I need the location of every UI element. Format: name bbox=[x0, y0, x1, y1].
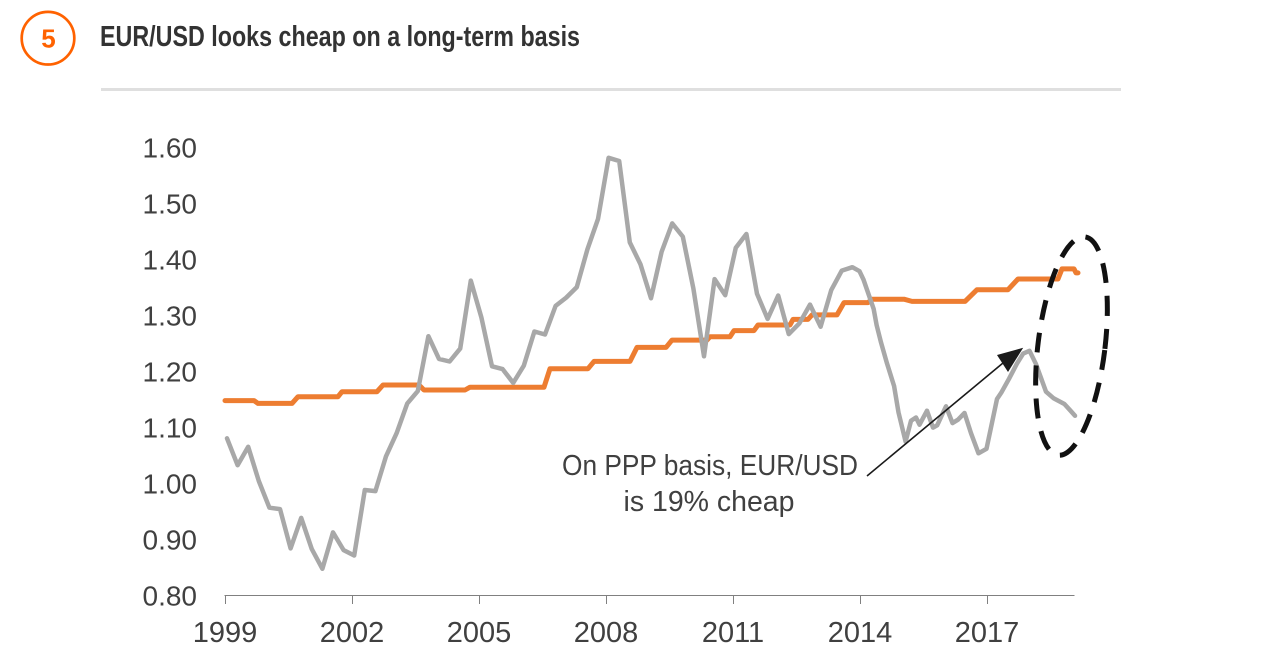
svg-text:2002: 2002 bbox=[320, 617, 385, 649]
svg-text:0.90: 0.90 bbox=[143, 525, 198, 556]
svg-text:1.30: 1.30 bbox=[143, 301, 198, 332]
svg-text:1.40: 1.40 bbox=[143, 244, 198, 275]
svg-text:2017: 2017 bbox=[955, 617, 1020, 649]
svg-text:0.80: 0.80 bbox=[143, 581, 198, 612]
svg-text:EUR/USD looks cheap on a long-: EUR/USD looks cheap on a long-term basis bbox=[100, 21, 580, 53]
svg-text:1.60: 1.60 bbox=[143, 132, 198, 163]
svg-text:1.10: 1.10 bbox=[143, 413, 198, 444]
svg-text:2011: 2011 bbox=[702, 617, 764, 649]
svg-text:is 19% cheap: is 19% cheap bbox=[624, 486, 795, 518]
svg-text:1.50: 1.50 bbox=[143, 188, 198, 219]
svg-text:1999: 1999 bbox=[193, 617, 258, 649]
svg-text:5: 5 bbox=[41, 23, 55, 53]
svg-text:1.00: 1.00 bbox=[143, 469, 198, 500]
svg-text:2008: 2008 bbox=[574, 617, 639, 649]
svg-text:2005: 2005 bbox=[447, 617, 512, 649]
svg-text:2014: 2014 bbox=[828, 617, 893, 649]
svg-text:On PPP basis, EUR/USD: On PPP basis, EUR/USD bbox=[562, 450, 858, 482]
svg-text:1.20: 1.20 bbox=[143, 357, 198, 388]
